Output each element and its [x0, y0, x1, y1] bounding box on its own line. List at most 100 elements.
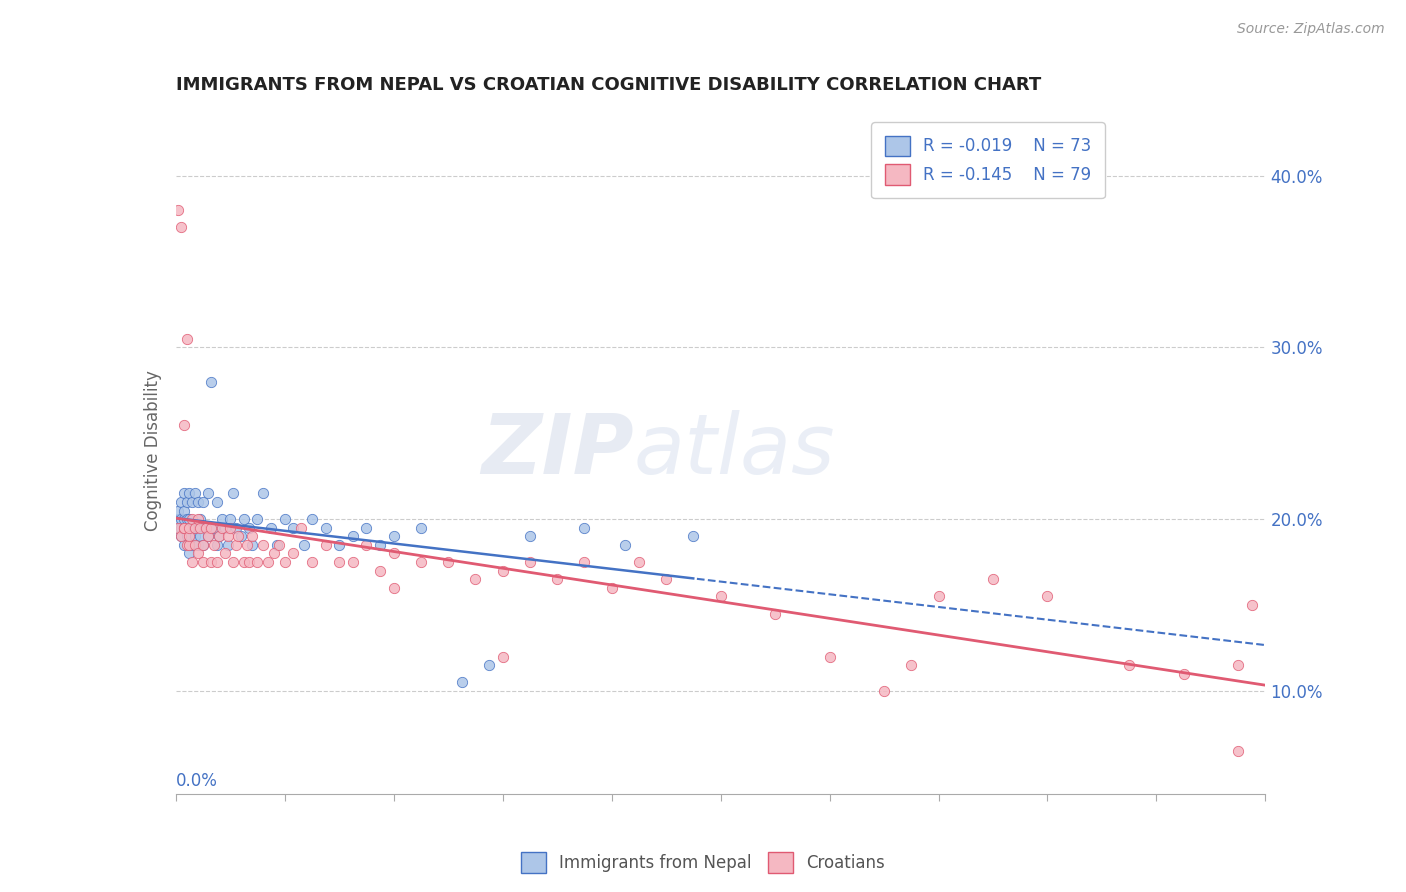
Point — [173, 417, 195, 432]
Point — [301, 555, 323, 569]
Point — [478, 658, 501, 673]
Point — [574, 521, 596, 535]
Point — [194, 521, 217, 535]
Point — [173, 521, 195, 535]
Point — [214, 546, 236, 561]
Point — [315, 538, 337, 552]
Point — [252, 486, 274, 500]
Point — [710, 590, 733, 604]
Point — [301, 512, 323, 526]
Point — [409, 555, 432, 569]
Point — [342, 555, 364, 569]
Point — [464, 572, 486, 586]
Point — [356, 538, 378, 552]
Point — [179, 529, 201, 543]
Point — [191, 538, 214, 552]
Point — [184, 538, 207, 552]
Point — [179, 546, 201, 561]
Point — [186, 521, 209, 535]
Point — [173, 503, 195, 517]
Point — [409, 521, 432, 535]
Point — [170, 495, 193, 509]
Point — [181, 512, 204, 526]
Point — [1227, 744, 1250, 758]
Point — [450, 675, 472, 690]
Point — [269, 538, 291, 552]
Point — [186, 546, 209, 561]
Point — [176, 512, 198, 526]
Point — [179, 512, 201, 526]
Point — [208, 529, 231, 543]
Point — [170, 529, 193, 543]
Point — [492, 564, 515, 578]
Point — [222, 555, 245, 569]
Point — [176, 529, 198, 543]
Point — [186, 495, 209, 509]
Point — [181, 538, 204, 552]
Point — [246, 555, 269, 569]
Point — [197, 529, 219, 543]
Point — [208, 529, 231, 543]
Point — [519, 529, 541, 543]
Point — [173, 521, 195, 535]
Point — [181, 555, 204, 569]
Point — [222, 486, 245, 500]
Point — [170, 529, 193, 543]
Point — [181, 521, 204, 535]
Point — [328, 538, 350, 552]
Point — [263, 546, 285, 561]
Point — [202, 538, 225, 552]
Point — [211, 512, 233, 526]
Point — [184, 486, 207, 500]
Point — [818, 649, 841, 664]
Point — [167, 521, 190, 535]
Point — [290, 521, 312, 535]
Point — [627, 555, 650, 569]
Point — [238, 521, 260, 535]
Point — [167, 521, 190, 535]
Text: 0.0%: 0.0% — [176, 772, 218, 790]
Point — [179, 486, 201, 500]
Point — [257, 555, 280, 569]
Point — [356, 521, 378, 535]
Point — [219, 512, 242, 526]
Point — [368, 564, 391, 578]
Point — [184, 521, 207, 535]
Point — [342, 529, 364, 543]
Point — [600, 581, 623, 595]
Point — [176, 495, 198, 509]
Point — [194, 521, 217, 535]
Point — [235, 538, 257, 552]
Point — [197, 529, 219, 543]
Point — [184, 521, 207, 535]
Point — [232, 555, 254, 569]
Point — [1240, 598, 1263, 612]
Point — [200, 521, 222, 535]
Point — [228, 529, 250, 543]
Point — [179, 529, 201, 543]
Point — [173, 512, 195, 526]
Point — [260, 521, 283, 535]
Point — [614, 538, 637, 552]
Point — [1173, 666, 1195, 681]
Point — [232, 512, 254, 526]
Point — [167, 503, 190, 517]
Point — [173, 538, 195, 552]
Point — [274, 555, 297, 569]
Point — [170, 521, 193, 535]
Point — [315, 521, 337, 535]
Point — [281, 521, 304, 535]
Point — [202, 521, 225, 535]
Point — [217, 529, 239, 543]
Point — [382, 581, 405, 595]
Point — [186, 512, 209, 526]
Point — [205, 555, 228, 569]
Point — [214, 521, 236, 535]
Point — [274, 512, 297, 526]
Point — [1227, 658, 1250, 673]
Point — [873, 683, 896, 698]
Point — [240, 538, 263, 552]
Legend: Immigrants from Nepal, Croatians: Immigrants from Nepal, Croatians — [515, 846, 891, 880]
Point — [188, 529, 211, 543]
Point — [225, 521, 247, 535]
